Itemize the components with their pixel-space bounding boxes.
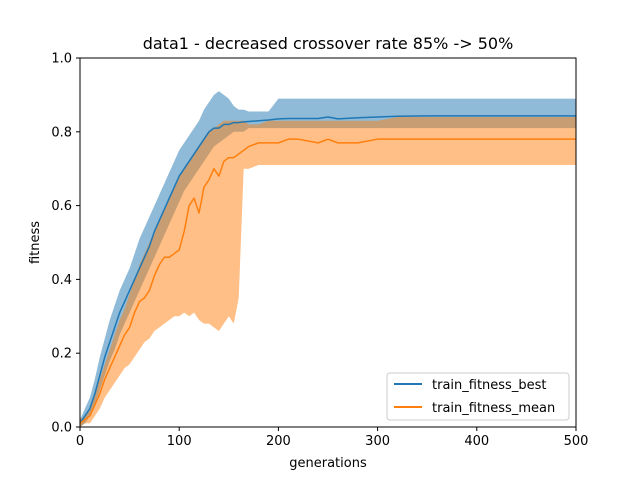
plot-frame [79, 57, 577, 428]
x-tick-label: 300 [365, 434, 390, 449]
legend: train_fitness_best train_fitness_mean [386, 372, 570, 421]
y-axis-title: fitness [28, 221, 43, 264]
legend-label-mean: train_fitness_mean [432, 401, 555, 416]
series-line-train_fitness_mean [79, 138, 576, 424]
series-line-train_fitness_best [79, 115, 576, 424]
chart-title: data1 - decreased crossover rate 85% -> … [143, 34, 514, 53]
x-tick-label: 400 [464, 434, 489, 449]
legend-box [386, 372, 570, 421]
x-tick-label: 200 [266, 434, 291, 449]
x-tick-label: 0 [76, 434, 84, 449]
x-tick-label: 100 [167, 434, 192, 449]
y-tick-label: 0.4 [51, 273, 72, 288]
y-tick-label: 1.0 [51, 52, 72, 67]
band-train_fitness_mean [80, 117, 576, 427]
x-tick-label: 500 [564, 434, 589, 449]
y-tick-label: 0.2 [51, 347, 72, 362]
y-tick-label: 0.0 [51, 421, 72, 436]
y-tick-label: 0.6 [51, 199, 72, 214]
x-axis-title: generations [289, 456, 367, 471]
legend-label-best: train_fitness_best [432, 378, 546, 393]
y-tick-label: 0.8 [51, 125, 72, 140]
